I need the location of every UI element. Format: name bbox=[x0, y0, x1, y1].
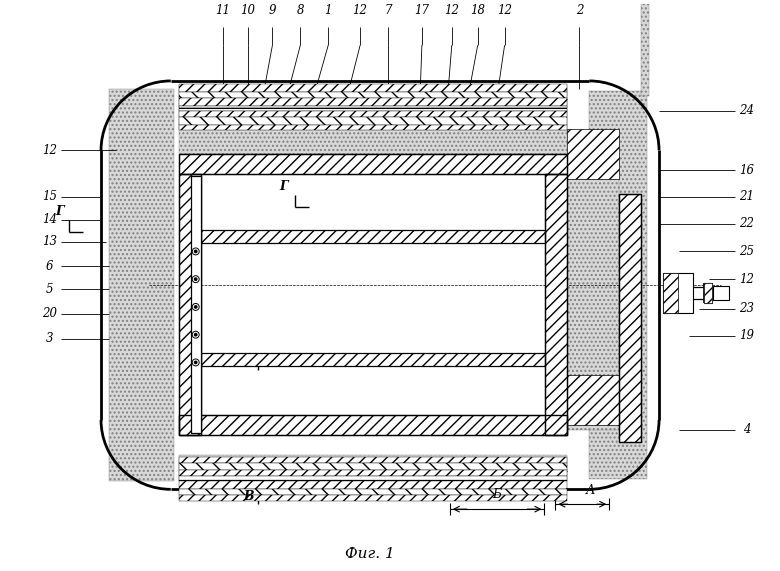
Bar bbox=[179, 415, 567, 435]
Text: 3: 3 bbox=[45, 332, 53, 345]
Bar bbox=[567, 375, 619, 425]
Bar bbox=[179, 98, 567, 106]
Text: 16: 16 bbox=[739, 164, 754, 176]
Bar bbox=[619, 194, 641, 442]
Text: 22: 22 bbox=[739, 217, 754, 230]
Text: 12: 12 bbox=[497, 5, 512, 18]
Bar bbox=[179, 92, 567, 98]
Bar bbox=[179, 463, 567, 471]
Bar bbox=[179, 86, 567, 154]
Bar bbox=[179, 455, 567, 481]
Text: 2: 2 bbox=[576, 5, 583, 18]
Text: 23: 23 bbox=[739, 303, 754, 315]
Bar bbox=[704, 283, 712, 303]
Bar bbox=[545, 174, 567, 435]
Bar bbox=[179, 154, 567, 174]
Bar bbox=[179, 111, 567, 116]
Bar bbox=[663, 274, 693, 313]
Bar bbox=[619, 194, 641, 442]
Text: В: В bbox=[241, 356, 252, 369]
Bar bbox=[200, 352, 545, 367]
Circle shape bbox=[194, 278, 197, 280]
Text: Г: Г bbox=[55, 205, 63, 218]
Bar bbox=[713, 286, 729, 300]
Bar bbox=[704, 283, 712, 303]
Bar bbox=[191, 176, 200, 433]
Bar bbox=[545, 174, 567, 435]
Bar bbox=[179, 457, 567, 463]
Text: Фиг. 1: Фиг. 1 bbox=[346, 547, 395, 561]
Bar bbox=[179, 174, 200, 435]
Text: Б: Б bbox=[492, 488, 502, 501]
Bar bbox=[179, 415, 567, 435]
Bar bbox=[179, 154, 567, 174]
Text: 12: 12 bbox=[445, 5, 459, 18]
Text: 12: 12 bbox=[353, 5, 367, 18]
Text: 4: 4 bbox=[743, 423, 750, 436]
Text: 1: 1 bbox=[324, 5, 332, 18]
Text: 11: 11 bbox=[215, 5, 230, 18]
Bar bbox=[179, 495, 567, 501]
Circle shape bbox=[194, 305, 197, 308]
Bar bbox=[200, 352, 545, 367]
Text: 12: 12 bbox=[739, 273, 754, 286]
Text: В: В bbox=[243, 490, 254, 502]
Bar bbox=[567, 179, 619, 430]
Text: 6: 6 bbox=[45, 260, 53, 273]
Circle shape bbox=[194, 361, 197, 364]
Text: 13: 13 bbox=[41, 235, 57, 248]
Bar bbox=[109, 89, 174, 481]
Text: 24: 24 bbox=[739, 104, 754, 117]
Bar bbox=[179, 471, 567, 476]
Text: 8: 8 bbox=[296, 5, 304, 18]
Text: 25: 25 bbox=[739, 245, 754, 258]
Text: 12: 12 bbox=[41, 144, 57, 157]
Bar bbox=[179, 116, 567, 124]
Bar bbox=[200, 230, 545, 243]
Text: 18: 18 bbox=[470, 5, 485, 18]
Text: А: А bbox=[586, 484, 595, 497]
Circle shape bbox=[194, 333, 197, 336]
Text: 21: 21 bbox=[739, 190, 754, 203]
Bar bbox=[663, 274, 678, 313]
Text: 19: 19 bbox=[739, 329, 754, 342]
Bar bbox=[200, 230, 545, 243]
Text: 5: 5 bbox=[45, 283, 53, 296]
Bar bbox=[641, 0, 649, 96]
Text: 10: 10 bbox=[240, 5, 255, 18]
Bar bbox=[179, 174, 200, 435]
Bar bbox=[179, 481, 567, 489]
Circle shape bbox=[194, 250, 197, 252]
Bar bbox=[179, 489, 567, 495]
Text: 7: 7 bbox=[385, 5, 392, 18]
Text: 14: 14 bbox=[41, 213, 57, 226]
Text: 17: 17 bbox=[414, 5, 429, 18]
Bar bbox=[179, 124, 567, 131]
Text: Г: Г bbox=[279, 180, 288, 194]
Bar bbox=[179, 476, 567, 481]
Text: 20: 20 bbox=[41, 307, 57, 320]
Bar bbox=[589, 91, 647, 480]
Bar bbox=[179, 84, 567, 92]
Text: 15: 15 bbox=[41, 190, 57, 203]
Bar bbox=[567, 130, 619, 179]
Text: 9: 9 bbox=[268, 5, 276, 18]
Bar bbox=[179, 106, 567, 111]
